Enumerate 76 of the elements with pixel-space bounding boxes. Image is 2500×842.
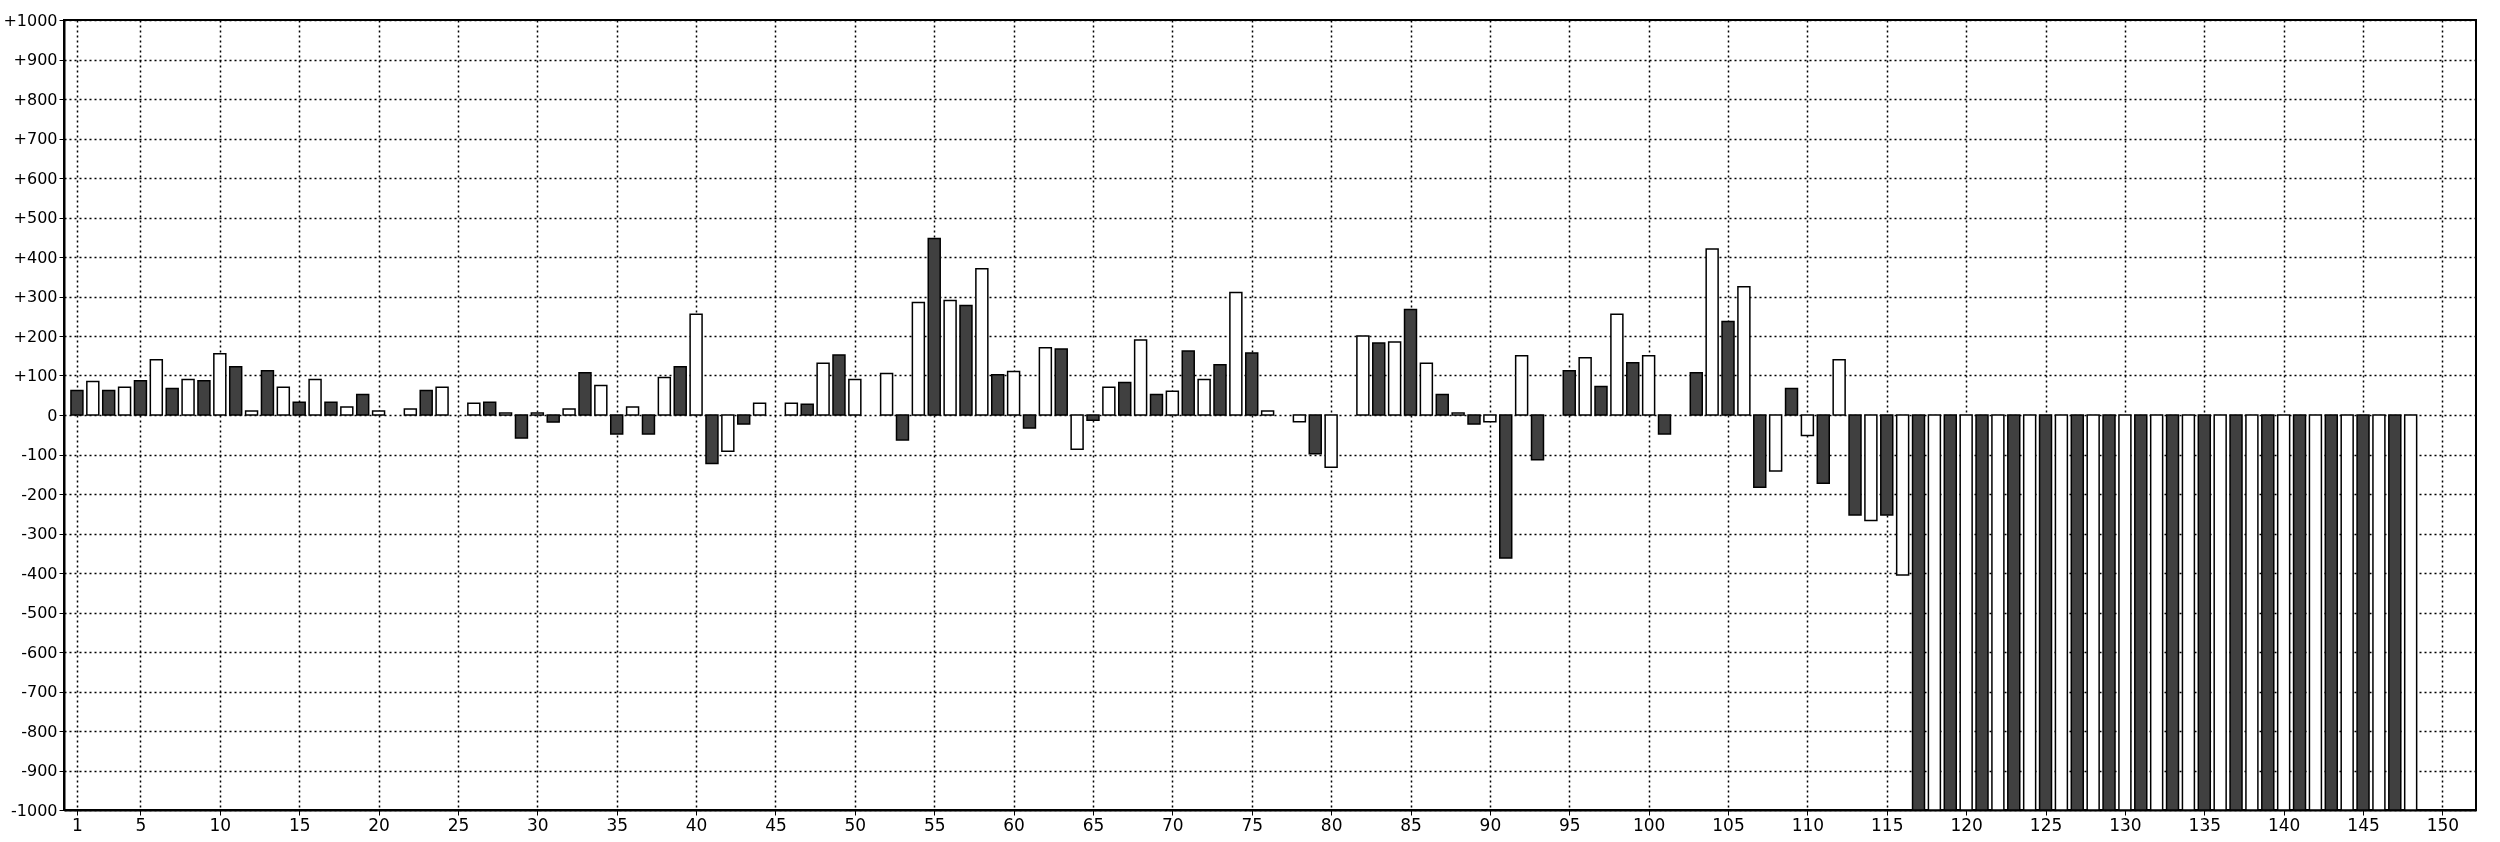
x-tick-label: 130: [2109, 814, 2142, 835]
y-tick-label: 0: [47, 405, 58, 425]
bar: [228, 366, 243, 416]
bar: [959, 304, 973, 416]
bar: [1768, 414, 1783, 472]
y-tick-label: -400: [21, 563, 58, 583]
bar: [1419, 362, 1434, 416]
x-tick-label: 95: [1558, 814, 1581, 835]
x-tick-label: 45: [765, 814, 787, 835]
x-tick-label: 100: [1632, 814, 1666, 835]
x-tick-label: 80: [1320, 814, 1343, 835]
bar: [1784, 387, 1799, 416]
bar: [1133, 339, 1148, 416]
y-tick-label: -800: [21, 721, 58, 741]
x-tick-label: 120: [1950, 814, 1983, 835]
x-tick-label: 30: [527, 814, 549, 835]
x-tick-label: 110: [1791, 814, 1825, 835]
y-tick-label: +300: [13, 287, 58, 306]
bar: [1229, 291, 1243, 416]
x-tick-label: 140: [2267, 814, 2301, 835]
y-tick-label: +100: [13, 366, 58, 385]
bar: [1689, 371, 1703, 416]
bar: [324, 401, 338, 416]
x-tick-label: 50: [844, 814, 867, 835]
bar: [419, 389, 433, 416]
y-tick-label: +900: [13, 50, 58, 69]
y-tick-label: +500: [13, 208, 58, 227]
bar: [594, 384, 608, 416]
bar: [403, 408, 418, 416]
x-tick-label: 1: [72, 814, 83, 835]
y-tick-label: +200: [13, 326, 58, 346]
bar: [784, 402, 799, 416]
y-tick-label: +1000: [3, 10, 58, 30]
y-tick-label: -1000: [11, 800, 58, 820]
y-tick-label: -600: [21, 642, 58, 662]
y-tick-label: -900: [21, 761, 58, 780]
x-tick-label: 60: [1003, 814, 1025, 835]
x-tick-label: 75: [1241, 814, 1264, 835]
x-tick-label: 70: [1162, 814, 1184, 835]
y-tick-label: +800: [13, 89, 58, 109]
bar: [149, 358, 164, 416]
x-tick-label: 145: [2347, 814, 2380, 835]
bar: [1038, 347, 1053, 416]
x-tick-label: 55: [923, 814, 946, 835]
x-tick-label: 85: [1400, 814, 1422, 835]
bar: [1149, 393, 1164, 416]
bar: [1864, 414, 1878, 522]
x-tick-label: 65: [1082, 814, 1105, 835]
y-tick-label: +700: [13, 129, 58, 148]
bar: [1594, 385, 1608, 416]
x-tick-label: 25: [447, 814, 470, 835]
bar: [244, 410, 259, 416]
y-tick-label: -700: [21, 682, 58, 701]
x-tick-label: 40: [685, 814, 708, 835]
bar: [1514, 355, 1529, 416]
x-tick-label: 105: [1712, 814, 1745, 835]
x-tick-label: 35: [606, 814, 629, 835]
y-tick-label: -500: [21, 603, 58, 622]
x-tick-label: 5: [135, 814, 147, 835]
x-tick-label: 115: [1871, 814, 1904, 835]
x-tick-label: 125: [2029, 814, 2063, 835]
y-tick-label: -300: [21, 524, 58, 543]
bar: [1054, 348, 1068, 416]
y-tick-label: +400: [13, 247, 58, 267]
x-tick-label: 15: [288, 814, 311, 835]
x-tick-label: 10: [209, 814, 232, 835]
x-tick-label: 150: [2426, 814, 2460, 835]
x-tick-label: 90: [1479, 814, 1502, 835]
x-tick-label: 135: [2188, 814, 2222, 835]
y-tick-label: -100: [21, 445, 58, 464]
y-tick-label: -200: [21, 484, 58, 504]
y-tick-label: +600: [13, 168, 58, 188]
bar: [879, 372, 894, 416]
bar: [514, 414, 529, 439]
x-tick-label: 20: [368, 814, 390, 835]
bar: [1499, 414, 1513, 559]
